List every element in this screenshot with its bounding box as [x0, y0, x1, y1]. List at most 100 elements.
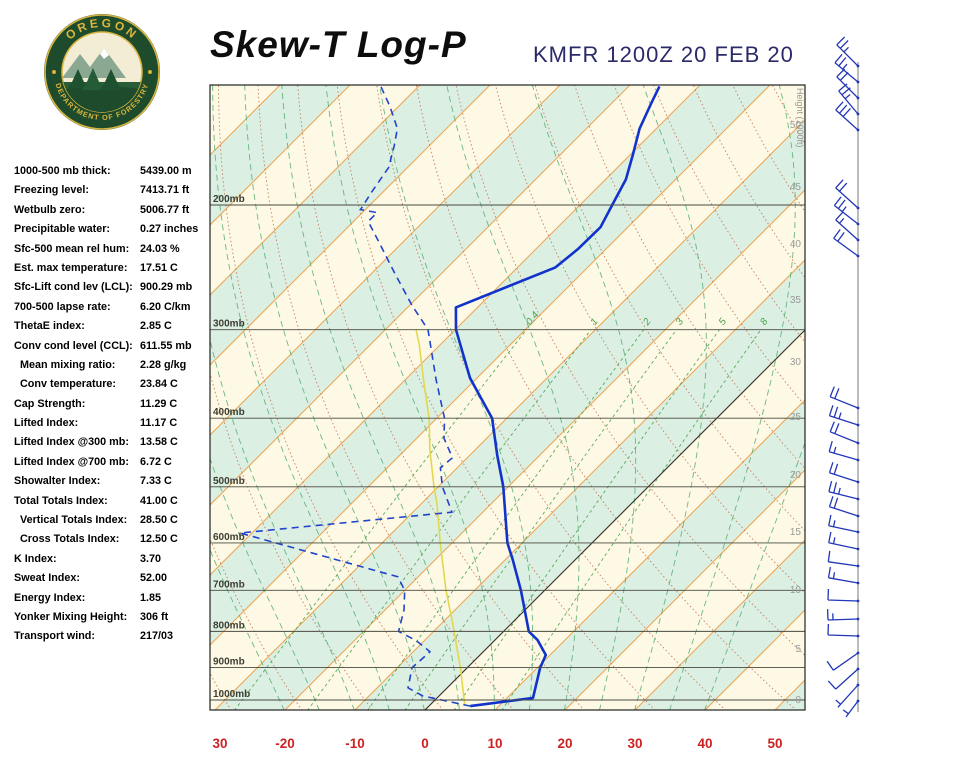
index-value: 900.29 mb: [140, 281, 193, 294]
mixing-ratio-line: [307, 329, 592, 710]
temp-axis-label: 40: [697, 736, 712, 751]
index-label: Lifted Index @300 mb:: [14, 436, 129, 449]
height-axis-title: Height (1000ft): [795, 88, 805, 148]
wind-barb: [833, 229, 859, 257]
wind-barb: [828, 462, 859, 483]
wind-barb: [827, 668, 859, 690]
moist-adiabat: [212, 85, 390, 710]
index-row: Lifted Index: 11.17 C: [10, 415, 212, 434]
height-label: 40: [790, 239, 802, 250]
wind-barb: [827, 588, 859, 602]
index-row: Est. max temperature: 17.51 C: [10, 260, 212, 279]
isotherm-line: [210, 85, 701, 576]
index-value: 217/03: [140, 630, 174, 643]
logo-gold-rim: [44, 14, 160, 130]
dry-adiabat: [415, 85, 797, 710]
temp-axis-labels: 30 -20 -10 0 10 20 30 40 50: [212, 736, 782, 751]
wind-barb-station-dot: [856, 206, 860, 210]
pressure-label: 300mb: [213, 319, 245, 330]
height-label: 10: [790, 585, 802, 596]
index-label: Sfc-Lift cond lev (LCL):: [14, 281, 133, 294]
index-value: 24.03 %: [140, 242, 180, 255]
wind-barb: [835, 684, 859, 708]
temperature-trace: [454, 85, 661, 708]
mixing-ratio-value: 8: [758, 316, 770, 327]
moist-adiabat: [634, 85, 707, 710]
index-value: 7413.71 ft: [140, 184, 190, 197]
dry-adiabat: [494, 85, 805, 594]
logo-tree-left: [68, 69, 88, 88]
wind-barb-station-dot: [856, 423, 860, 427]
wind-barb-station-dot: [856, 254, 860, 258]
index-label: Conv cond level (CCL):: [14, 339, 133, 352]
wind-barb-station-dot: [856, 683, 860, 687]
wind-barb: [835, 101, 859, 131]
wind-barb: [827, 566, 859, 584]
moist-adiabat: [281, 85, 460, 710]
moist-adiabat: [244, 85, 425, 710]
isotherm-line: [494, 399, 805, 710]
index-value: 306 ft: [140, 610, 169, 623]
wind-barb: [828, 405, 859, 426]
index-label: Showalter Index:: [14, 475, 101, 488]
index-label: Lifted Index @700 mb:: [14, 455, 129, 468]
index-label: Lifted Index:: [14, 417, 79, 430]
index-row: Yonker Mixing Height: 306 ft: [10, 609, 212, 628]
isotherm-line: [214, 119, 805, 710]
wind-barb: [836, 36, 859, 67]
index-row: Lifted Index @300 mb: 13.58 C: [10, 434, 212, 453]
wind-barb: [828, 531, 859, 550]
index-row: 1000-500 mb thick: 5439.00 m: [10, 163, 212, 182]
index-value: 13.58 C: [140, 436, 178, 449]
index-value: 11.17 C: [140, 417, 178, 430]
index-value: 3.70: [140, 552, 162, 565]
wind-barb-station-dot: [856, 497, 860, 501]
mixing-ratio-value: 3: [674, 316, 686, 327]
isotherm-line: [634, 539, 805, 710]
logo-snowcap: [100, 48, 109, 59]
dry-adiabat: [210, 371, 373, 710]
wind-barb-station-dot: [856, 530, 860, 534]
isotherm-line: [284, 189, 805, 710]
pressure-label: 200mb: [213, 194, 245, 205]
wind-barb: [835, 179, 859, 209]
mixing-ratio-value: 5: [717, 316, 729, 327]
logo-tree-right: [100, 69, 122, 90]
dry-adiabat: [336, 85, 656, 710]
wind-barb-station-dot: [856, 480, 860, 484]
wind-barb-station-dot: [856, 238, 860, 242]
index-row: 700-500 lapse rate: 6.20 C/km: [10, 299, 212, 318]
wind-barb: [842, 700, 859, 718]
pressure-label: 500mb: [213, 476, 245, 487]
wind-barb: [826, 609, 859, 621]
height-label: 35: [790, 295, 802, 306]
wind-barb-station-dot: [856, 64, 860, 68]
index-row: Sweat Index: 52.00: [10, 570, 212, 589]
temp-axis-label: 30: [627, 736, 642, 751]
index-value: 23.84 C: [140, 378, 178, 391]
index-value: 7.33 C: [140, 475, 172, 488]
logo-tree-mid: [82, 68, 104, 90]
index-value: 611.55 mb: [140, 339, 192, 352]
isotherm-line: [210, 85, 351, 226]
wind-barb: [829, 421, 859, 444]
temp-axis-label: -10: [345, 736, 365, 751]
wind-barb: [827, 623, 859, 637]
temp-axis-label: -20: [275, 736, 295, 751]
index-row: Energy Index: 1.85: [10, 590, 212, 609]
wind-barb: [828, 480, 859, 500]
moist-adiabat: [210, 548, 285, 710]
index-value: 52.00: [140, 572, 168, 585]
moist-adiabat: [210, 337, 355, 710]
index-value: 1.85: [140, 591, 162, 604]
pressure-label: 900mb: [213, 657, 245, 668]
index-label: Cap Strength:: [14, 397, 86, 410]
temp-axis-label: 0: [421, 736, 429, 751]
wind-barb-station-dot: [856, 667, 860, 671]
wind-barb: [826, 652, 859, 671]
index-row: K Index: 3.70: [10, 551, 212, 570]
index-row: Conv cond level (CCL): 611.55 mb: [10, 338, 212, 357]
logo-star-right: [148, 70, 152, 74]
